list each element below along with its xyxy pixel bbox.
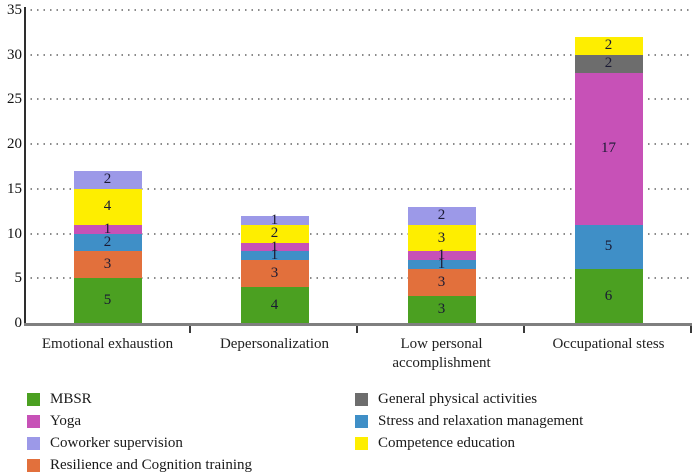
gridline: [24, 9, 692, 11]
legend-item-label: Competence education: [378, 435, 516, 451]
gridline: [24, 187, 692, 190]
bar-segment-mbsr: 3: [407, 296, 476, 323]
bar-segment-stress-and-relaxation-management: 1: [240, 247, 309, 264]
legend-color-swatch-icon: [355, 392, 368, 406]
segment-value-label: 6: [604, 287, 613, 304]
segment-value-label: 2: [437, 207, 446, 224]
bar-segment-competence-education: 2: [240, 224, 309, 243]
bar-segment-stress-and-relaxation-management: 2: [73, 233, 142, 252]
y-axis-tick-label: 20: [7, 136, 22, 153]
legend-item-general-physical-activities: General physical activities: [355, 391, 537, 407]
y-axis-tick-label: 5: [14, 270, 23, 287]
segment-value-label: 3: [437, 274, 446, 291]
segment-value-label: 3: [270, 265, 279, 282]
bar-segment-general-physical-activities: 2: [574, 54, 643, 73]
bar-segment-mbsr: 5: [73, 278, 142, 323]
legend-item-label: Resilience and Cognition training: [50, 457, 253, 473]
legend-color-swatch-icon: [27, 458, 40, 472]
segment-value-label: 2: [270, 225, 279, 242]
legend-color-swatch-icon: [355, 414, 368, 428]
bar-segment-competence-education: 4: [73, 188, 142, 225]
legend-color-swatch-icon: [27, 392, 40, 406]
legend-item-label: General physical activities: [378, 391, 538, 407]
bar-segment-resilience-and-cognition-training: 3: [73, 251, 142, 279]
segment-value-label: 5: [604, 238, 613, 255]
legend-color-swatch-icon: [27, 436, 40, 450]
x-axis-tick: [356, 326, 358, 333]
segment-value-label: 2: [103, 234, 112, 251]
gridline: [24, 53, 692, 56]
segment-value-label: 2: [604, 37, 613, 54]
legend-item-label: Stress and relaxation management: [378, 413, 584, 429]
segment-value-label: 5: [103, 292, 112, 309]
segment-value-label: 1: [270, 211, 279, 228]
bar-segment-stress-and-relaxation-management: 5: [574, 224, 643, 270]
y-axis-tick-label: 25: [7, 91, 22, 108]
bar-segment-yoga: 1: [240, 238, 309, 255]
gridline: [24, 98, 692, 101]
legend-item-label: Coworker supervision: [50, 435, 183, 451]
x-axis-category-label: Emotional exhaustion: [41, 336, 174, 352]
legend-color-swatch-icon: [355, 436, 368, 450]
legend-item-resilience-and-cognition-training: Resilience and Cognition training: [27, 457, 252, 473]
x-axis-category-label: Low personal accomplishment: [392, 336, 491, 371]
legend-item-stress-and-relaxation-management: Stress and relaxation management: [355, 413, 583, 429]
legend-item-label: Yoga: [50, 413, 81, 429]
segment-value-label: 3: [103, 256, 112, 273]
y-axis-tick-label: 15: [7, 180, 22, 197]
x-axis-tick: [189, 326, 191, 333]
segment-value-label: 2: [604, 55, 613, 72]
bar-segment-yoga: 1: [407, 247, 476, 264]
segment-value-label: 4: [270, 296, 279, 313]
y-axis-line: [24, 7, 26, 323]
segment-value-label: 17: [601, 140, 616, 157]
bar-segment-resilience-and-cognition-training: 3: [407, 269, 476, 297]
y-axis-tick-label: 30: [7, 46, 22, 63]
gridline: [24, 277, 692, 280]
legend-item-label: MBSR: [50, 391, 92, 407]
legend-item-mbsr: MBSR: [27, 391, 92, 407]
bar-segment-yoga: 17: [574, 72, 643, 225]
segment-value-label: 1: [103, 220, 112, 237]
bar-segment-mbsr: 6: [574, 269, 643, 323]
legend-item-coworker-supervision: Coworker supervision: [27, 435, 183, 451]
segment-value-label: 1: [437, 247, 446, 264]
x-axis-category-label: Occupational stess: [552, 336, 665, 352]
segment-value-label: 1: [437, 256, 446, 273]
segment-value-label: 4: [103, 198, 112, 215]
legend-item-yoga: Yoga: [27, 413, 81, 429]
gridline: [24, 143, 692, 146]
x-axis-category-label: Depersonalization: [219, 336, 330, 352]
bar-segment-competence-education: 3: [407, 224, 476, 252]
y-axis-tick-label: 35: [7, 2, 22, 18]
bar-occupational-stess: 6 5 17 2 2: [574, 36, 643, 323]
bar-segment-stress-and-relaxation-management: 1: [407, 256, 476, 273]
x-axis-tick: [690, 326, 692, 333]
x-axis-tick: [523, 326, 525, 333]
gridline: [24, 232, 692, 235]
legend-color-swatch-icon: [27, 414, 40, 428]
bar-segment-competence-education: 2: [574, 36, 643, 55]
segment-value-label: 3: [437, 229, 446, 246]
y-axis-tick-label: 10: [7, 225, 22, 242]
segment-value-label: 1: [270, 238, 279, 255]
y-axis-tick-label: 0: [14, 315, 23, 331]
bar-segment-coworker-supervision: 2: [407, 206, 476, 225]
x-axis-line: [24, 323, 692, 326]
segment-value-label: 2: [103, 171, 112, 188]
bar-segment-coworker-supervision: 1: [240, 211, 309, 228]
bar-segment-yoga: 1: [73, 220, 142, 237]
legend-item-competence-education: Competence education: [355, 435, 515, 451]
bar-segment-coworker-supervision: 2: [73, 171, 142, 189]
bar-segment-mbsr: 4: [240, 287, 309, 323]
segment-value-label: 1: [270, 247, 279, 264]
segment-value-label: 3: [437, 301, 446, 318]
bar-segment-resilience-and-cognition-training: 3: [240, 260, 309, 288]
